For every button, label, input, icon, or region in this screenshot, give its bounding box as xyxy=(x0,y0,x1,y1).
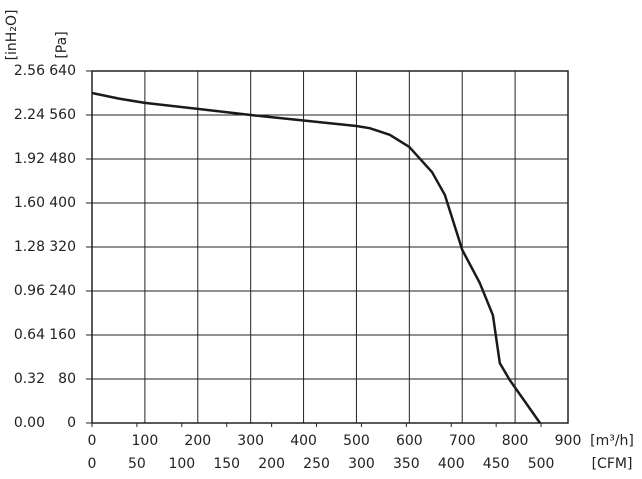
y-tick-label: 0 xyxy=(67,415,76,431)
x-tick-label: 900 xyxy=(555,433,582,449)
x-tick-label: 500 xyxy=(343,433,370,449)
x2-tick-label: 500 xyxy=(528,456,555,472)
y2-tick-label: 2.24 xyxy=(14,107,45,123)
x-tick-label: 800 xyxy=(502,433,529,449)
x2-tick-label: 400 xyxy=(438,456,465,472)
y-tick-label: 560 xyxy=(49,107,76,123)
y2-axis-label: [inH₂O] xyxy=(4,10,20,61)
y-tick-label: 320 xyxy=(49,239,76,255)
y2-tick-label: 0.32 xyxy=(14,371,45,387)
x-tick-label: 100 xyxy=(132,433,159,449)
y-tick-label: 480 xyxy=(49,151,76,167)
y2-tick-label: 0.00 xyxy=(14,415,45,431)
x2-tick-label: 250 xyxy=(303,456,330,472)
x2-tick-label: 50 xyxy=(128,456,146,472)
y2-tick-label: 1.60 xyxy=(14,195,45,211)
x2-tick-label: 0 xyxy=(88,456,97,472)
y-tick-label: 400 xyxy=(49,195,76,211)
x2-tick-label: 350 xyxy=(393,456,420,472)
plot-frame xyxy=(91,70,569,424)
x-tick-label: 300 xyxy=(237,433,264,449)
y2-tick-label: 0.96 xyxy=(14,283,45,299)
y2-tick-label: 2.56 xyxy=(14,63,45,79)
y2-tick-label: 0.64 xyxy=(14,327,45,343)
x-axis-label: [m³/h] xyxy=(590,433,634,449)
x2-tick-label: 100 xyxy=(168,456,195,472)
curve xyxy=(91,91,542,424)
y2-tick-label: 1.28 xyxy=(14,239,45,255)
x2-axis-label: [CFM] xyxy=(592,456,633,472)
y-tick-label: 160 xyxy=(49,327,76,343)
y-tick-label: 80 xyxy=(58,371,76,387)
x2-tick-label: 200 xyxy=(258,456,285,472)
x-tick-label: 0 xyxy=(88,433,97,449)
y-tick-label: 640 xyxy=(49,63,76,79)
x2-tick-label: 300 xyxy=(348,456,375,472)
x-tick-label: 400 xyxy=(290,433,317,449)
x-tick-label: 200 xyxy=(184,433,211,449)
y-axis-label: [Pa] xyxy=(54,31,70,58)
x-tick-label: 700 xyxy=(449,433,476,449)
x-tick-label: 600 xyxy=(396,433,423,449)
y-tick-label: 240 xyxy=(49,283,76,299)
y2-tick-label: 1.92 xyxy=(14,151,45,167)
x2-tick-label: 150 xyxy=(213,456,240,472)
x2-tick-label: 450 xyxy=(483,456,510,472)
